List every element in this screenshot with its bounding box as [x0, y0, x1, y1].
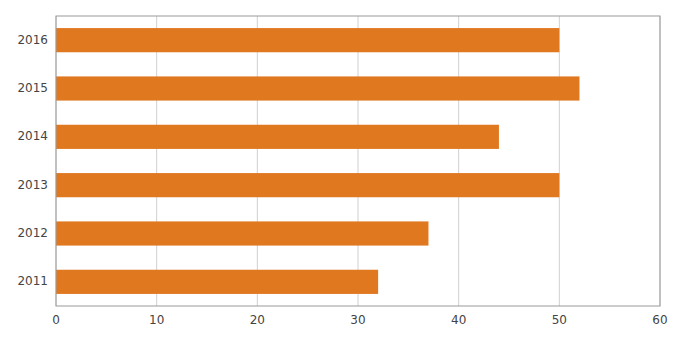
y-axis: 2011 2012 2013 2014 2015 2016	[17, 33, 48, 289]
grid-line	[458, 16, 459, 306]
y-tick-label: 2016	[17, 33, 48, 47]
bar	[56, 221, 428, 245]
x-tick-label: 50	[552, 313, 567, 327]
grid	[56, 16, 660, 306]
x-tick-label: 30	[350, 313, 365, 327]
grid-line	[257, 16, 258, 306]
y-tick-label: 2015	[17, 81, 48, 95]
bar	[56, 173, 559, 197]
grid-line	[156, 16, 157, 306]
x-tick-label: 60	[652, 313, 667, 327]
grid-line	[358, 16, 359, 306]
plot-background	[56, 16, 660, 306]
bar	[56, 76, 579, 100]
bars	[56, 28, 579, 294]
x-tick-label: 10	[149, 313, 164, 327]
y-tick-label: 2013	[17, 178, 48, 192]
y-tick-label: 2014	[17, 129, 48, 143]
y-tick-label: 2012	[17, 226, 48, 240]
y-tick-label: 2011	[17, 274, 48, 288]
x-tick-label: 0	[52, 313, 60, 327]
bar	[56, 125, 499, 149]
chart-svg: 0 10 20 30 40 50 60 2011 2012 2013 2014 2015 2016	[0, 0, 682, 342]
x-axis: 0 10 20 30 40 50 60	[52, 313, 667, 327]
grid-line	[559, 16, 560, 306]
bar	[56, 28, 559, 52]
chart-container: 0 10 20 30 40 50 60 2011 2012 2013 2014 2015 2016	[0, 0, 682, 342]
x-tick-label: 20	[250, 313, 265, 327]
x-tick-label: 40	[451, 313, 466, 327]
bar	[56, 270, 378, 294]
plot-frame	[56, 16, 660, 306]
